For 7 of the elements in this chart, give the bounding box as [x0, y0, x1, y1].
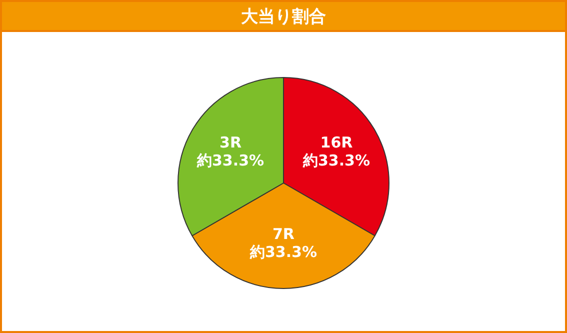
slice-label: 7R	[272, 225, 295, 244]
slice-label: 16R	[320, 133, 354, 152]
data-label: 約33.3%	[196, 151, 264, 170]
data-label: 約33.3%	[302, 151, 370, 170]
slice-label: 3R	[220, 133, 242, 152]
data-label: 約33.3%	[248, 243, 318, 262]
chart-title: 大当り割合	[2, 2, 565, 32]
